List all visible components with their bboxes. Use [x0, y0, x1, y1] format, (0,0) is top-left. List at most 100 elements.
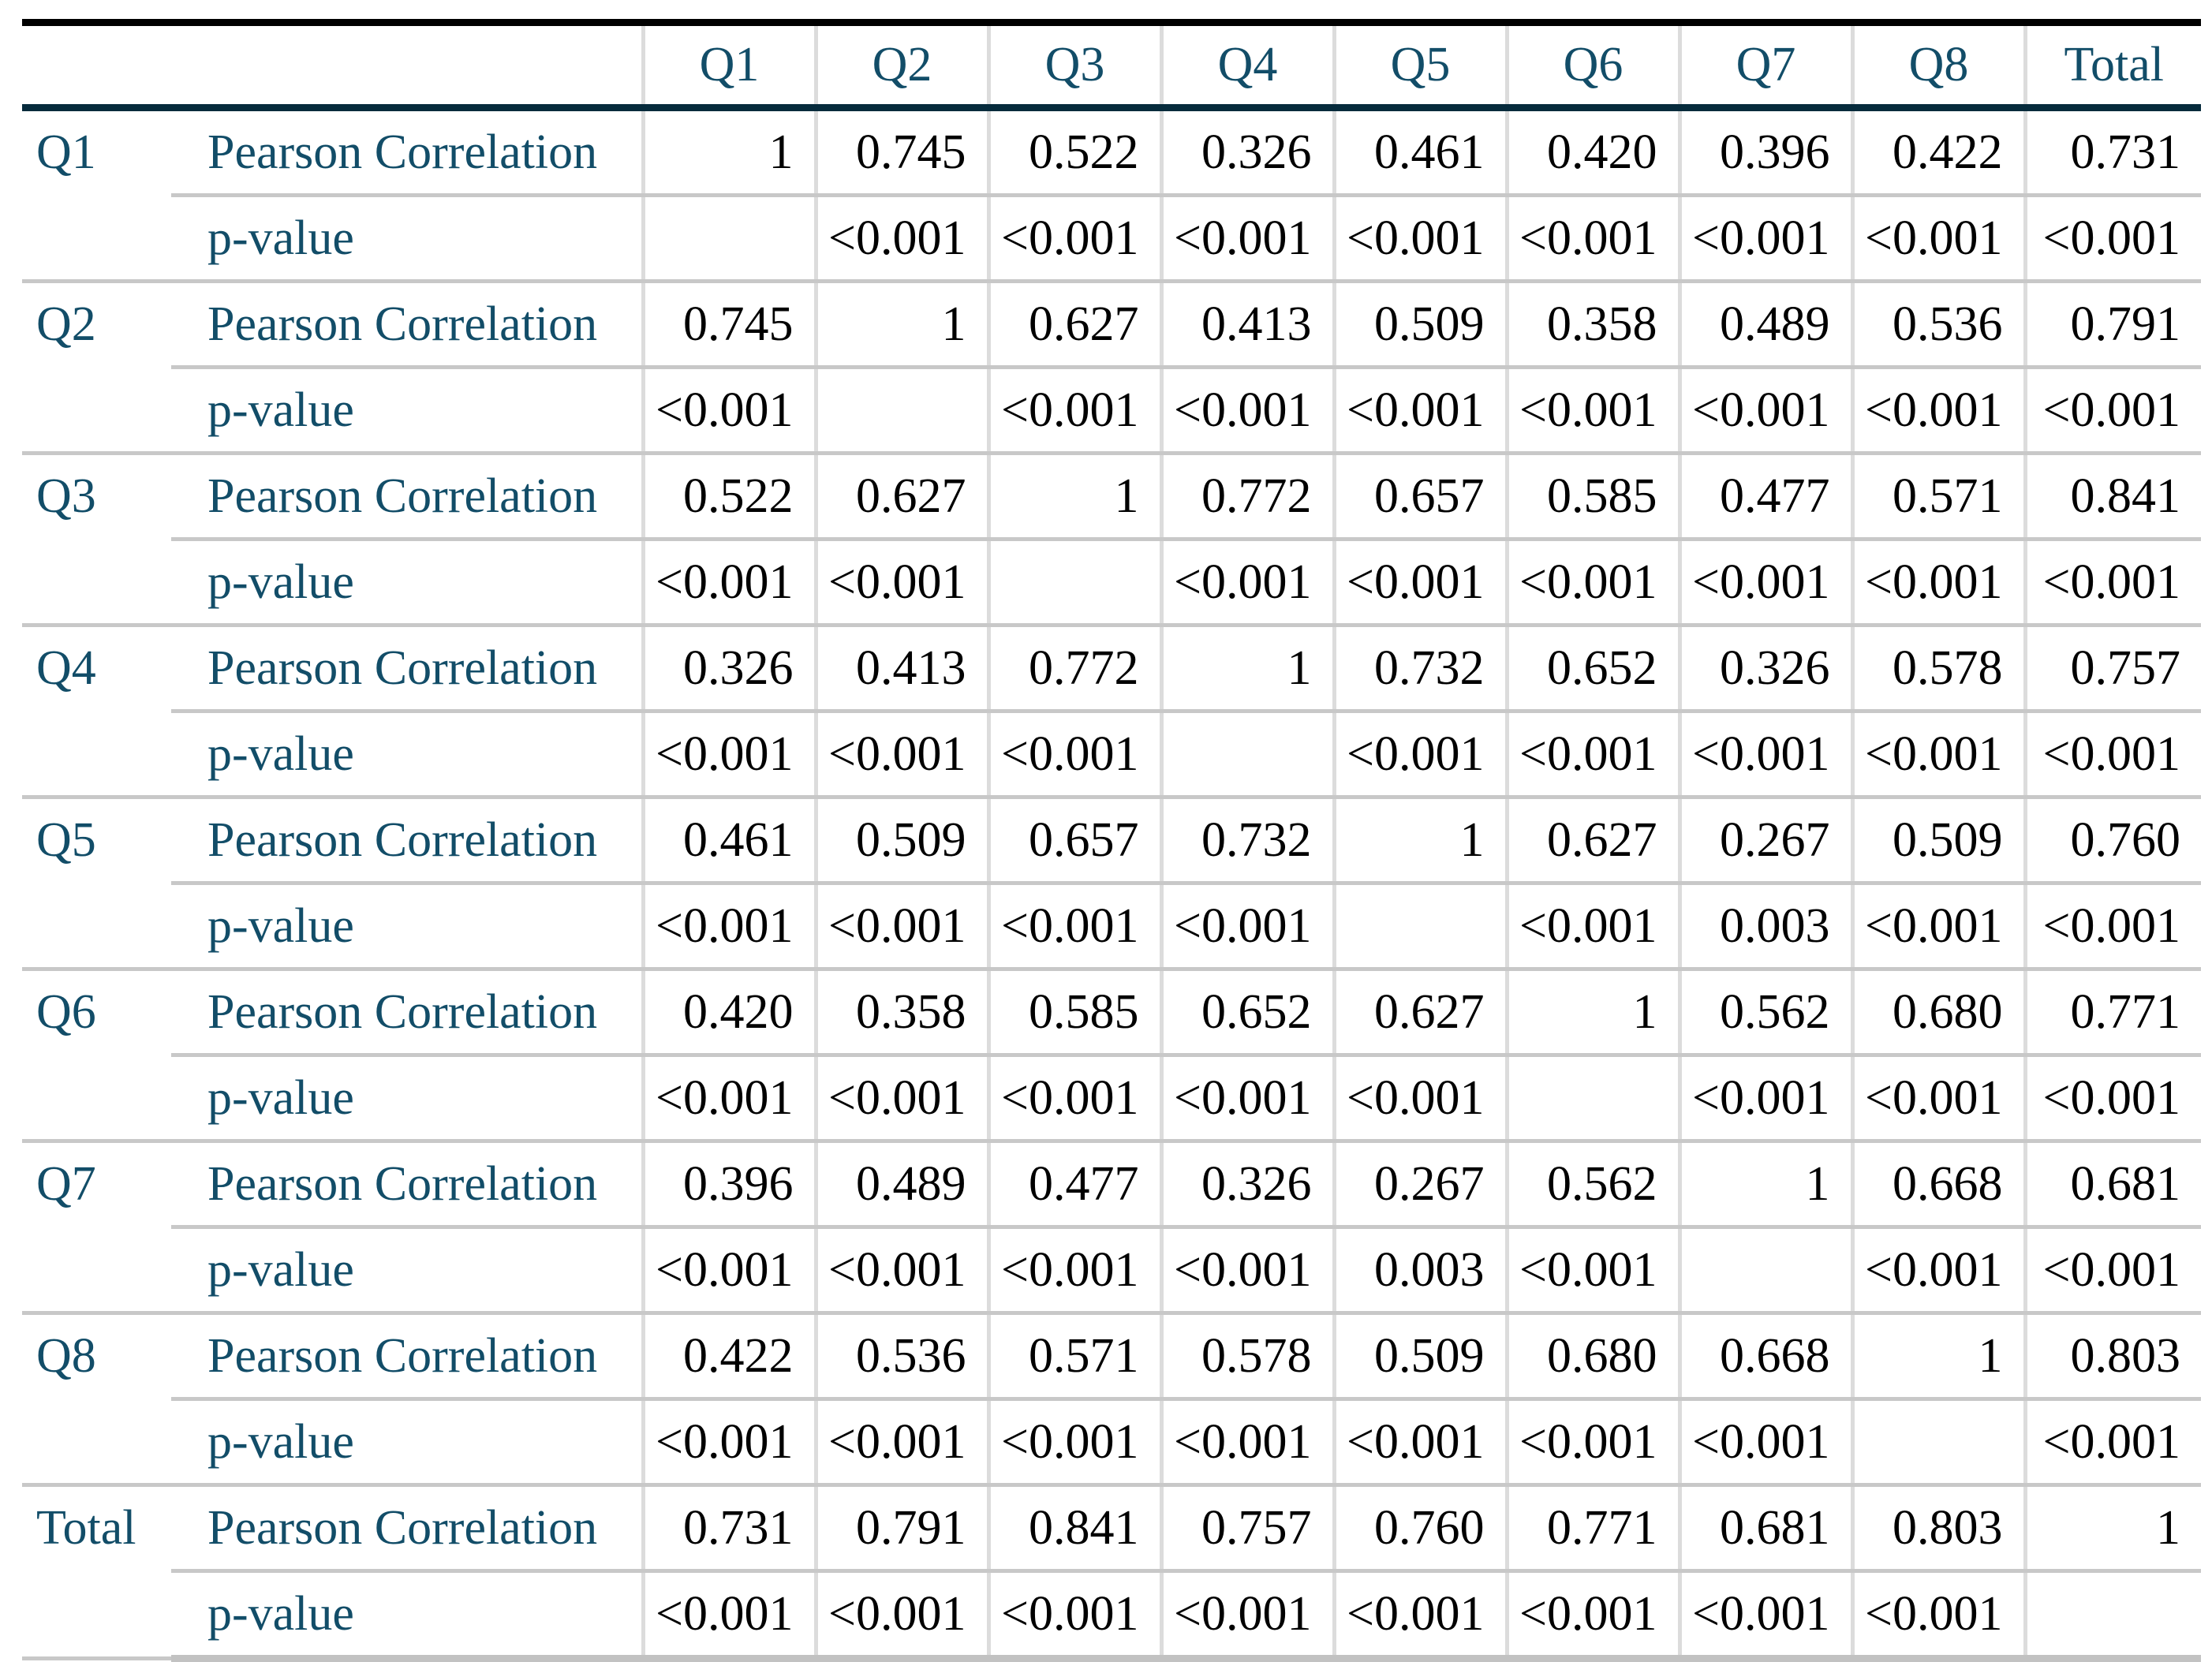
corr-value-cell: 1	[813, 281, 988, 369]
corr-value-cell: 0.585	[986, 969, 1161, 1057]
corr-value-cell: 0.536	[1850, 281, 2025, 369]
p-value-row: p-value <0.001 <0.001 <0.001 <0.001 <0.0…	[22, 539, 2201, 627]
corr-value-cell: 0.461	[641, 797, 816, 885]
p-value-cell: <0.001	[1504, 1570, 1680, 1662]
p-value-cell: <0.001	[1332, 1055, 1507, 1143]
column-header-q6: Q6	[1504, 19, 1680, 111]
corner-cell	[22, 19, 171, 111]
row-label: Q5	[22, 797, 171, 971]
p-value-cell: <0.001	[2023, 883, 2201, 971]
p-value-cell: <0.001	[1159, 883, 1334, 971]
row-label: Q3	[22, 453, 171, 627]
header-row: Q1 Q2 Q3 Q4 Q5 Q6 Q7 Q8 Total	[22, 19, 2201, 111]
p-value-cell: <0.001	[813, 711, 988, 799]
p-value-cell: <0.001	[986, 1399, 1161, 1487]
p-value-cell: <0.001	[641, 539, 816, 627]
p-value-cell: <0.001	[1159, 1399, 1334, 1487]
p-value-cell: <0.001	[1159, 1055, 1334, 1143]
corr-value-cell: 0.571	[986, 1313, 1161, 1401]
stat-label-pearson: Pearson Correlation	[171, 625, 643, 713]
corr-value-cell: 0.772	[1159, 453, 1334, 541]
p-value-cell: <0.001	[986, 711, 1161, 799]
stat-label-pvalue: p-value	[171, 1227, 643, 1315]
stat-label-pearson: Pearson Correlation	[171, 453, 643, 541]
corr-value-cell: 0.731	[641, 1485, 816, 1573]
p-value-cell: <0.001	[1504, 539, 1680, 627]
corr-value-cell: 0.326	[1159, 1141, 1334, 1229]
p-value-cell: <0.001	[2023, 195, 2201, 283]
corr-value-cell: 0.326	[641, 625, 816, 713]
corr-value-cell: 0.562	[1677, 969, 1852, 1057]
corr-value-cell: 0.562	[1504, 1141, 1680, 1229]
p-value-cell: <0.001	[1850, 1227, 2025, 1315]
stat-label-pearson: Pearson Correlation	[171, 969, 643, 1057]
stat-label-pvalue: p-value	[171, 1570, 643, 1662]
corr-value-cell: 0.841	[986, 1485, 1161, 1573]
corr-value-cell: 0.509	[1850, 797, 2025, 885]
p-value-cell: <0.001	[641, 711, 816, 799]
column-header-q3: Q3	[986, 19, 1161, 111]
p-value-cell: <0.001	[986, 367, 1161, 455]
corr-value-cell: 0.422	[1850, 107, 2025, 197]
corr-value-cell: 0.326	[1677, 625, 1852, 713]
p-value-cell: <0.001	[1332, 711, 1507, 799]
corr-value-cell: 1	[2023, 1485, 2201, 1573]
corr-value-cell: 1	[1504, 969, 1680, 1057]
corr-value-cell: 0.771	[2023, 969, 2201, 1057]
p-value-cell: <0.001	[1504, 1399, 1680, 1487]
corr-value-cell: 0.760	[2023, 797, 2201, 885]
p-value-cell: <0.001	[1504, 367, 1680, 455]
p-value-cell: <0.001	[1850, 883, 2025, 971]
p-value-cell: <0.001	[1159, 367, 1334, 455]
corr-value-cell: 1	[986, 453, 1161, 541]
p-value-cell	[986, 539, 1161, 627]
corr-value-cell: 0.772	[986, 625, 1161, 713]
p-value-cell: <0.001	[1332, 1570, 1507, 1662]
p-value-cell: <0.001	[813, 1570, 988, 1662]
stat-label-pearson: Pearson Correlation	[171, 1485, 643, 1573]
corr-value-cell: 0.745	[641, 281, 816, 369]
column-header-q7: Q7	[1677, 19, 1852, 111]
row-label: Q4	[22, 625, 171, 799]
stat-label-pearson: Pearson Correlation	[171, 281, 643, 369]
p-value-cell: <0.001	[1504, 195, 1680, 283]
p-value-cell: <0.001	[813, 1227, 988, 1315]
column-header-q4: Q4	[1159, 19, 1334, 111]
column-header-q8: Q8	[1850, 19, 2025, 111]
p-value-cell: <0.001	[813, 539, 988, 627]
corr-value-cell: 0.803	[2023, 1313, 2201, 1401]
p-value-cell: <0.001	[813, 883, 988, 971]
corr-value-cell: 0.396	[641, 1141, 816, 1229]
p-value-cell: <0.001	[2023, 367, 2201, 455]
corr-value-cell: 0.578	[1850, 625, 2025, 713]
p-value-cell: 0.003	[1332, 1227, 1507, 1315]
corr-value-cell: 0.358	[1504, 281, 1680, 369]
stat-label-pearson: Pearson Correlation	[171, 1313, 643, 1401]
corr-value-cell: 0.680	[1850, 969, 2025, 1057]
corr-value-cell: 0.745	[813, 107, 988, 197]
p-value-cell: <0.001	[1677, 195, 1852, 283]
p-value-cell: <0.001	[813, 1399, 988, 1487]
corr-value-cell: 0.841	[2023, 453, 2201, 541]
corr-value-cell: 1	[1159, 625, 1334, 713]
p-value-cell: <0.001	[813, 1055, 988, 1143]
p-value-cell: <0.001	[641, 1399, 816, 1487]
corr-value-cell: 0.422	[641, 1313, 816, 1401]
pearson-correlation-row: Q4 Pearson Correlation 0.326 0.413 0.772…	[22, 625, 2201, 799]
p-value-row: p-value <0.001 <0.001 <0.001 <0.001 <0.0…	[22, 1570, 2201, 1662]
corr-value-cell: 0.571	[1850, 453, 2025, 541]
pearson-correlation-row: Q1 Pearson Correlation 1 0.745 0.522 0.3…	[22, 107, 2201, 283]
row-label: Q8	[22, 1313, 171, 1487]
p-value-cell: <0.001	[2023, 539, 2201, 627]
column-header-q5: Q5	[1332, 19, 1507, 111]
p-value-row: p-value <0.001 <0.001 <0.001 <0.001 <0.0…	[22, 195, 2201, 283]
corr-value-cell: 0.681	[2023, 1141, 2201, 1229]
corr-value-cell: 0.627	[1504, 797, 1680, 885]
corr-value-cell: 0.413	[813, 625, 988, 713]
corr-value-cell: 0.627	[813, 453, 988, 541]
p-value-cell: <0.001	[1159, 195, 1334, 283]
corr-value-cell: 0.509	[813, 797, 988, 885]
p-value-cell: <0.001	[2023, 1399, 2201, 1487]
corr-value-cell: 0.803	[1850, 1485, 2025, 1573]
